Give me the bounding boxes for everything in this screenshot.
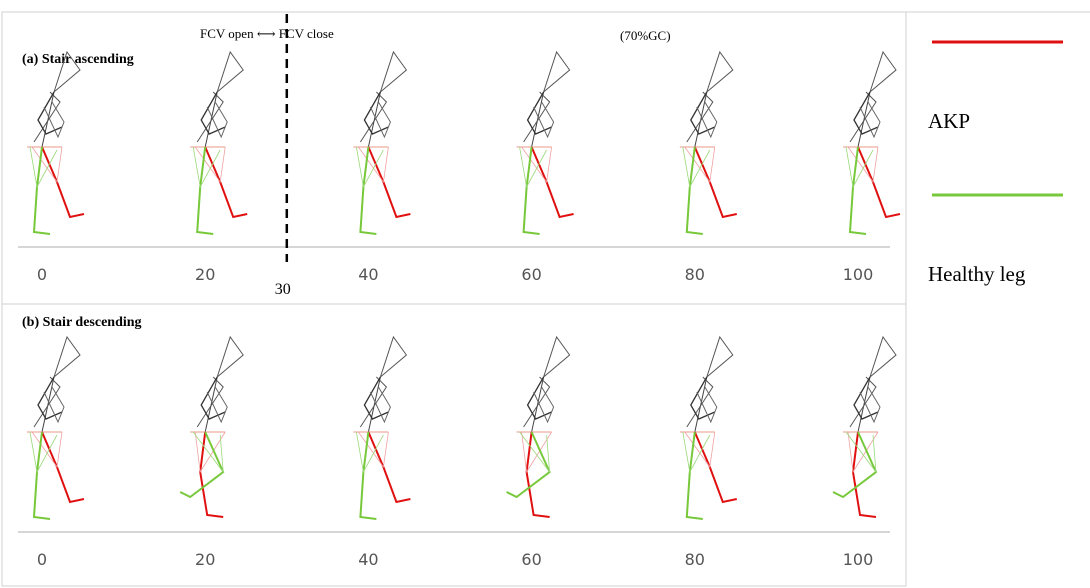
fcv-annotation: FCV open ⟷ FCV close xyxy=(200,26,334,41)
axis-tick-label: 40 xyxy=(358,550,378,569)
panel-label: (b) Stair descending xyxy=(22,315,142,330)
axis-tick-label: 0 xyxy=(37,550,47,569)
axis-tick-label: 80 xyxy=(685,265,705,284)
gc-annotation: (70%GC) xyxy=(620,28,671,43)
axis-tick-label: 100 xyxy=(843,265,874,284)
legend-label: Healthy leg xyxy=(928,262,1026,286)
axis-tick-label: 20 xyxy=(195,550,215,569)
figure: (a) Stair ascending (b) Stair descending… xyxy=(0,0,1090,588)
axis-tick-label: 0 xyxy=(37,265,47,284)
panel-label: (a) Stair ascending xyxy=(22,52,134,67)
axis-tick-label: 20 xyxy=(195,265,215,284)
boundary-label: 30 xyxy=(275,281,291,298)
axis-tick-label: 60 xyxy=(521,265,541,284)
legend-label: AKP xyxy=(928,109,970,133)
axis-tick-label: 60 xyxy=(521,550,541,569)
axis-tick-label: 80 xyxy=(685,550,705,569)
axis-tick-label: 40 xyxy=(358,265,378,284)
axis-tick-label: 100 xyxy=(843,550,874,569)
